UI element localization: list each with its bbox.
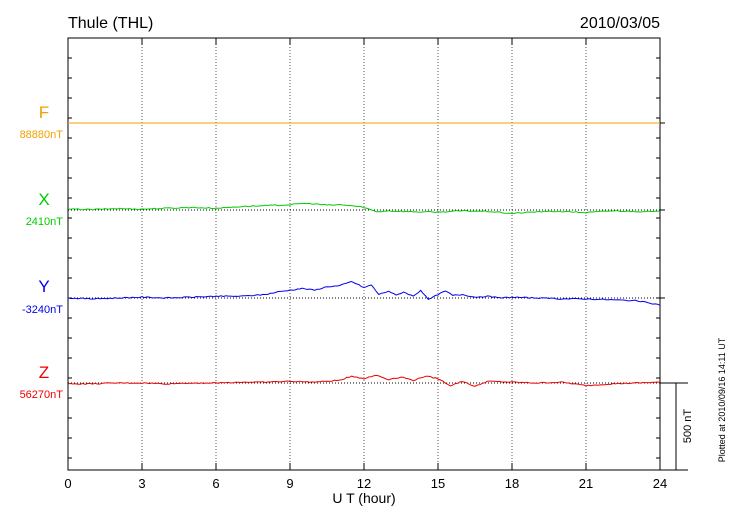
series-y: Y -3240nT <box>22 277 665 316</box>
series-group: F 88880nT X 2410nT Y -3240nT Z 56270nT <box>20 103 665 401</box>
scale-bar: 500 nT <box>660 382 694 471</box>
date-label: 2010/03/05 <box>580 15 660 32</box>
series-label-x: X <box>38 190 49 209</box>
series-baseline-y: -3240nT <box>22 304 63 316</box>
series-baseline-z: 56270nT <box>20 389 64 401</box>
series-baseline-f: 88880nT <box>20 129 64 141</box>
series-label-z: Z <box>39 363 49 382</box>
series-x: X 2410nT <box>26 190 665 228</box>
series-line-x <box>67 202 661 215</box>
series-z: Z 56270nT <box>20 363 665 401</box>
grid-lines <box>141 38 587 470</box>
x-axis-label: U T (hour) <box>332 490 395 506</box>
x-tick-label: 24 <box>653 476 667 491</box>
x-tick-label: 3 <box>138 476 145 491</box>
series-label-f: F <box>39 103 49 122</box>
series-f: F 88880nT <box>20 103 665 141</box>
station-title: Thule (THL) <box>68 15 153 32</box>
series-baseline-x: 2410nT <box>26 216 64 228</box>
x-tick-label: 6 <box>212 476 219 491</box>
scale-bar-label: 500 nT <box>682 409 694 444</box>
x-tick-label: 18 <box>505 476 519 491</box>
y-minor-ticks <box>68 57 660 459</box>
plotted-note: Plotted at 2010/09/16 14:11 UT <box>717 337 727 462</box>
x-tick-label: 15 <box>431 476 445 491</box>
series-label-y: Y <box>38 277 49 296</box>
x-tick-label: 9 <box>286 476 293 491</box>
x-tick-label: 0 <box>64 476 71 491</box>
x-tick-label: 21 <box>579 476 593 491</box>
x-axis-ticks: 0 3 6 9 12 15 18 21 24 <box>64 38 667 491</box>
series-line-z <box>67 374 661 387</box>
series-line-y <box>67 280 661 306</box>
x-tick-label: 12 <box>357 476 371 491</box>
